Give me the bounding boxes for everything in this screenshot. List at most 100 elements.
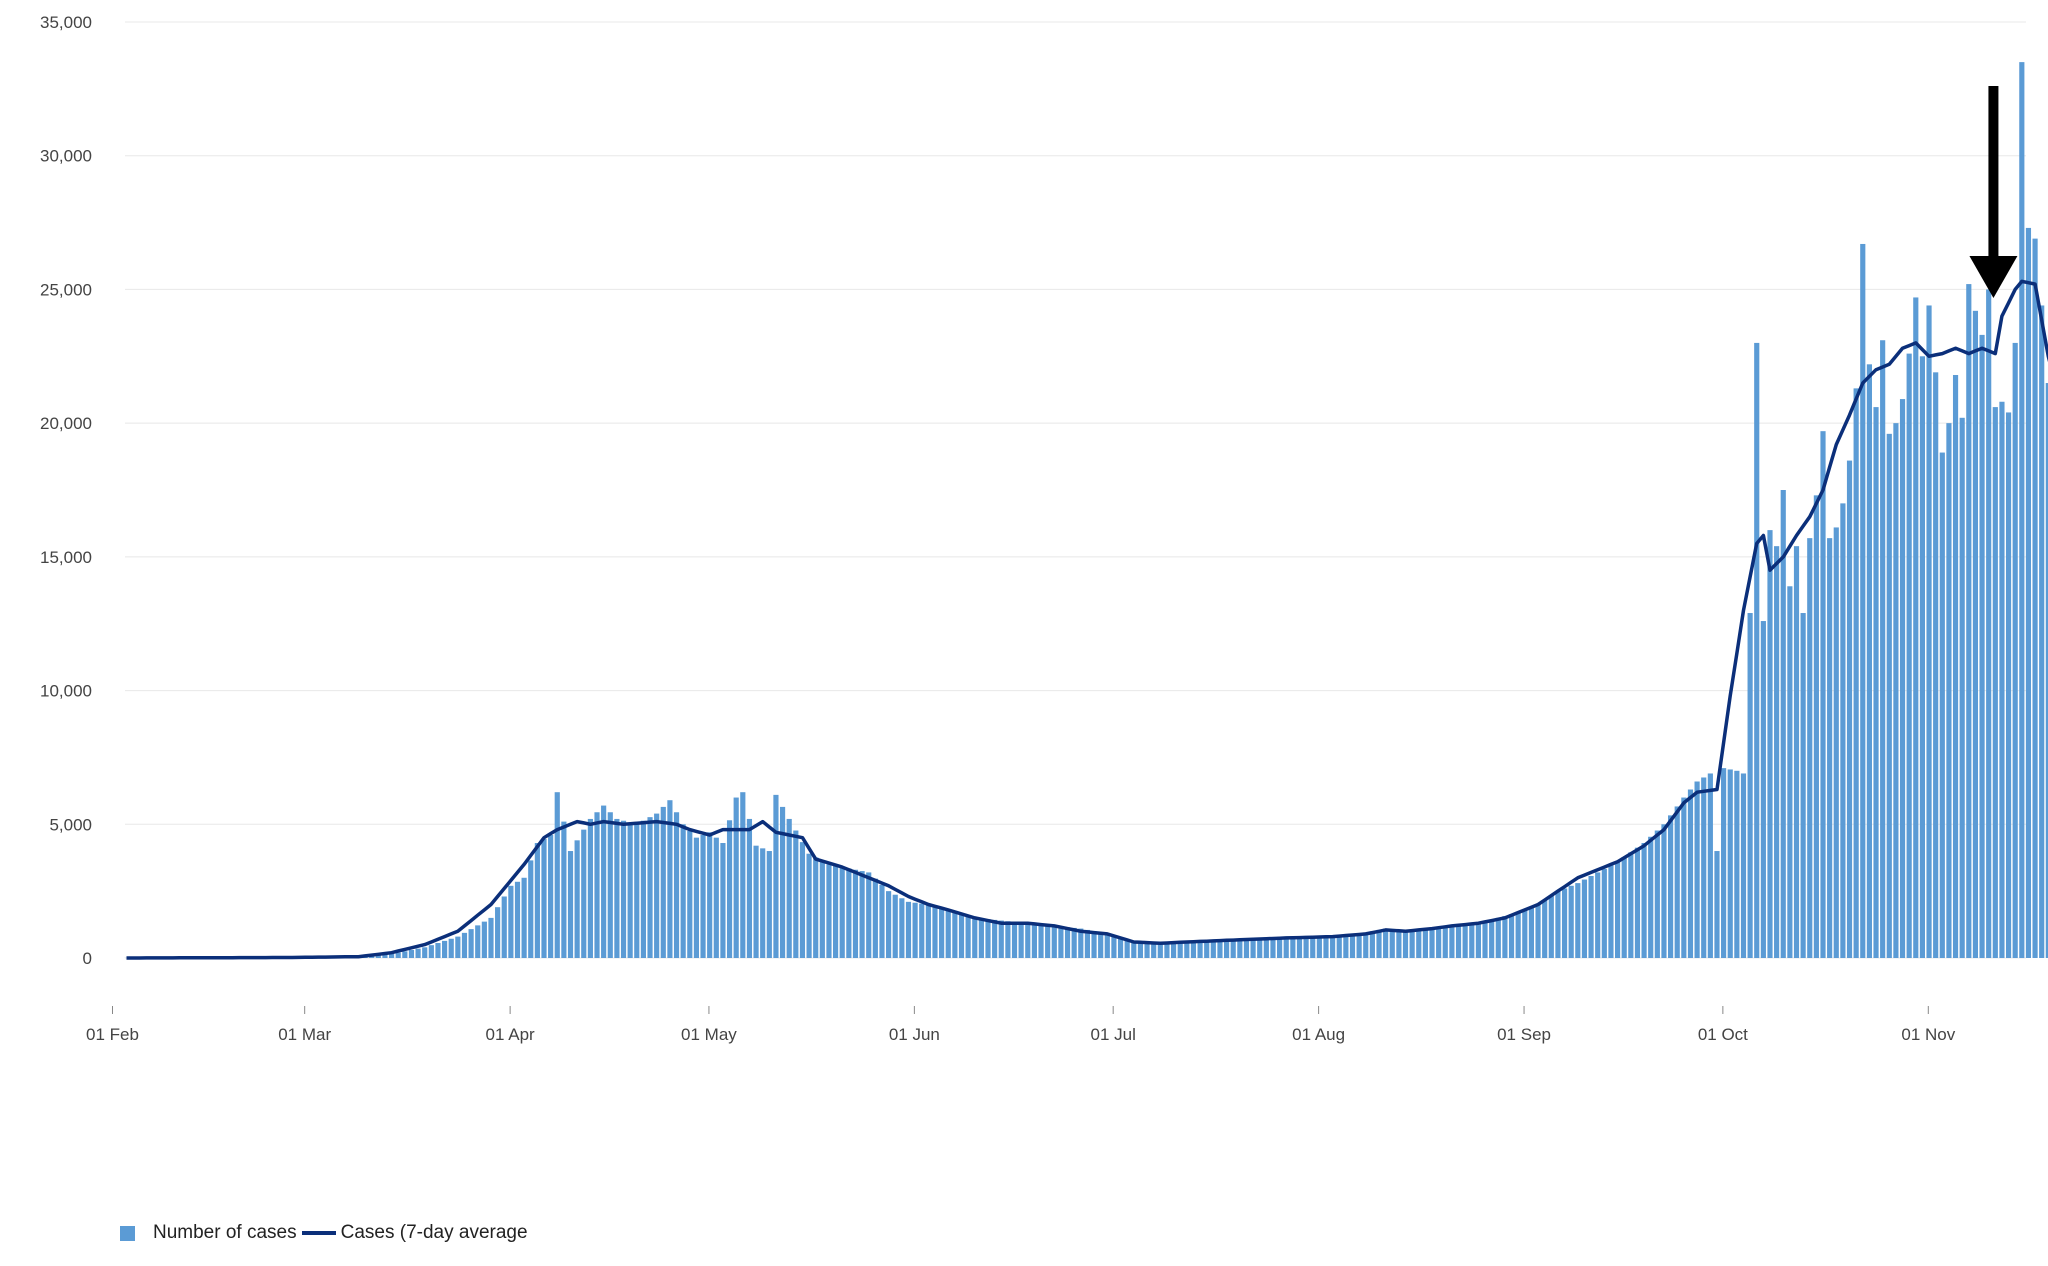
bar bbox=[514, 881, 521, 958]
bar bbox=[422, 947, 428, 958]
y-tick-label: 0 bbox=[83, 949, 92, 968]
bar bbox=[839, 867, 845, 958]
bars-number-of-cases bbox=[123, 62, 2048, 959]
bar bbox=[2025, 227, 2032, 959]
bar bbox=[1972, 310, 1979, 958]
bar bbox=[1270, 937, 1276, 958]
bar bbox=[402, 951, 408, 958]
bar bbox=[1462, 924, 1468, 958]
bar bbox=[1508, 914, 1515, 958]
bar bbox=[1124, 939, 1130, 958]
bar bbox=[866, 872, 872, 958]
bar bbox=[892, 894, 898, 958]
bar bbox=[521, 877, 527, 958]
bar bbox=[1144, 942, 1150, 958]
bar bbox=[1482, 921, 1488, 958]
bar bbox=[693, 837, 700, 958]
bar bbox=[1217, 939, 1223, 958]
bar bbox=[1336, 934, 1342, 958]
legend-swatch-line bbox=[301, 1231, 336, 1235]
bar bbox=[760, 848, 766, 958]
bar bbox=[1343, 934, 1349, 958]
y-tick-label: 10,000 bbox=[40, 682, 92, 701]
bar bbox=[1449, 925, 1455, 958]
bar bbox=[548, 834, 554, 958]
bar bbox=[813, 857, 819, 958]
x-tick-label: 01 Apr bbox=[486, 1025, 535, 1044]
bar bbox=[1323, 935, 1329, 958]
legend-item-line: Cases (7-day average bbox=[297, 1222, 528, 1244]
bar bbox=[1661, 824, 1667, 958]
bar bbox=[581, 829, 587, 958]
x-tick-label: 01 Mar bbox=[278, 1025, 331, 1044]
bar bbox=[627, 822, 633, 958]
bar bbox=[958, 913, 965, 958]
bar bbox=[852, 869, 859, 958]
bar bbox=[388, 953, 395, 958]
x-tick-label: 01 Jul bbox=[1090, 1025, 1135, 1044]
bar bbox=[1396, 930, 1402, 958]
bar bbox=[1873, 407, 1879, 958]
bar bbox=[594, 812, 600, 958]
y-tick-label: 20,000 bbox=[40, 414, 92, 433]
bar bbox=[1634, 847, 1641, 958]
bar bbox=[2045, 383, 2048, 958]
bar bbox=[2019, 62, 2025, 959]
bar bbox=[1575, 883, 1581, 958]
bar bbox=[1747, 613, 1753, 958]
bar bbox=[442, 940, 448, 958]
x-tick-label: 01 Nov bbox=[1901, 1025, 1955, 1044]
bar bbox=[925, 904, 931, 958]
bar bbox=[1767, 530, 1773, 958]
y-tick-label: 35,000 bbox=[40, 13, 92, 32]
bar bbox=[746, 818, 753, 958]
bar bbox=[1376, 929, 1382, 958]
bar bbox=[1581, 879, 1588, 958]
bar bbox=[1011, 921, 1018, 958]
bar bbox=[939, 908, 945, 958]
bar bbox=[965, 915, 971, 958]
bar bbox=[607, 812, 613, 958]
bar bbox=[1263, 937, 1269, 958]
bar bbox=[1025, 923, 1031, 958]
bar bbox=[501, 896, 507, 958]
bar bbox=[508, 885, 514, 958]
bar bbox=[1409, 930, 1415, 958]
bar bbox=[1416, 929, 1422, 958]
bar bbox=[1078, 928, 1084, 958]
bar bbox=[1787, 586, 1793, 958]
bar bbox=[567, 851, 574, 958]
bar bbox=[972, 917, 978, 958]
bar bbox=[1694, 781, 1700, 958]
bar bbox=[475, 925, 481, 958]
bar bbox=[1190, 941, 1197, 958]
bar bbox=[680, 824, 686, 958]
bar bbox=[561, 821, 567, 958]
bar bbox=[1952, 375, 1959, 958]
bar bbox=[1131, 941, 1137, 958]
bar bbox=[1701, 777, 1707, 958]
bar bbox=[1687, 789, 1694, 958]
arrow-annotation bbox=[1969, 86, 2018, 298]
bar bbox=[753, 845, 759, 958]
legend-label-line: Cases (7-day average bbox=[340, 1222, 528, 1243]
y-tick-label: 5,000 bbox=[49, 815, 92, 834]
bar bbox=[1760, 621, 1766, 958]
bar bbox=[647, 817, 653, 958]
bar bbox=[846, 868, 852, 958]
bar bbox=[1966, 284, 1972, 959]
bar bbox=[1369, 931, 1375, 958]
bar bbox=[1237, 938, 1243, 958]
bar bbox=[1933, 372, 1939, 958]
bar bbox=[1913, 297, 1919, 958]
bar bbox=[687, 830, 693, 958]
bar bbox=[634, 824, 640, 958]
bar bbox=[1402, 931, 1409, 958]
bar bbox=[1098, 932, 1104, 958]
bar bbox=[1641, 843, 1647, 958]
bar bbox=[1151, 942, 1157, 958]
bar bbox=[1833, 527, 1839, 958]
bar bbox=[2032, 238, 2038, 959]
bar bbox=[786, 818, 792, 958]
bar bbox=[461, 932, 468, 958]
